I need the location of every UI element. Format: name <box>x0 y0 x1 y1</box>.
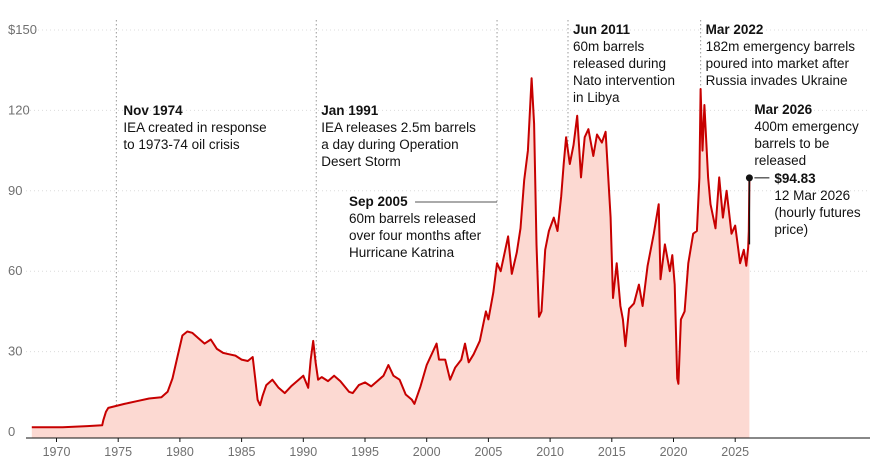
annotation-text: a day during Operation <box>321 137 458 152</box>
annotation-text: to 1973-74 oil crisis <box>123 137 240 152</box>
annotation-heading: Mar 2022 <box>706 22 764 37</box>
y-tick-label: $150 <box>8 22 37 37</box>
x-axis-ticks: 1970 1975 1980 1985 1990 1995 2000 2005 2010 2015… <box>43 438 749 459</box>
latest-price-marker <box>745 174 770 245</box>
annotation-text: 60m barrels released <box>349 211 476 226</box>
x-tick-label: 2020 <box>660 445 688 459</box>
annotation-text: poured into market after <box>706 56 850 71</box>
y-tick-label: 0 <box>8 424 15 439</box>
x-tick-label: 1985 <box>228 445 256 459</box>
latest-price-note: 12 Mar 2026 <box>774 188 850 203</box>
x-tick-label: 1970 <box>43 445 71 459</box>
x-tick-label: 2005 <box>474 445 502 459</box>
latest-price-value: $94.83 <box>774 171 816 186</box>
x-tick-label: 2025 <box>721 445 749 459</box>
y-axis-ticks: $150 120 90 60 30 0 <box>8 22 37 439</box>
annotation-text: released during <box>573 56 666 71</box>
latest-price-dot <box>745 174 753 182</box>
annotation-text: 182m emergency barrels <box>706 39 856 54</box>
y-tick-label: 30 <box>8 344 22 359</box>
price-area-fill <box>31 78 750 438</box>
y-tick-label: 60 <box>8 263 22 278</box>
y-gridlines <box>26 29 870 353</box>
annotation-text: Hurricane Katrina <box>349 245 455 260</box>
y-tick-label: 120 <box>8 102 30 117</box>
y-tick-label: 90 <box>8 183 22 198</box>
x-tick-label: 2010 <box>536 445 564 459</box>
annotation-text: barrels to be <box>754 136 829 151</box>
price-line <box>31 77 751 429</box>
annotation-heading: Jun 2011 <box>573 22 631 37</box>
annotation-text: Nato intervention <box>573 73 675 88</box>
annotation-nov-1974: Nov 1974 IEA created in response to 1973-7… <box>123 103 266 152</box>
annotation-text: 60m barrels <box>573 39 645 54</box>
x-tick-label: 1995 <box>351 445 379 459</box>
latest-price-note: (hourly futures <box>774 205 861 220</box>
x-tick-label: 1990 <box>289 445 317 459</box>
annotations: Nov 1974 IEA created in response to 1973-7… <box>123 22 861 260</box>
annotation-mar-2022: Mar 2022 182m emergency barrels poured int… <box>706 22 856 88</box>
annotation-text: Russia invades Ukraine <box>706 73 848 88</box>
annotation-text: Desert Storm <box>321 154 401 169</box>
x-tick-label: 2000 <box>413 445 441 459</box>
annotation-heading: Nov 1974 <box>123 103 183 118</box>
annotation-mar-2026: Mar 2026 400m emergency barrels to be relea… <box>754 102 859 168</box>
latest-price-label: $94.83 12 Mar 2026 (hourly futures price) <box>774 171 861 237</box>
annotation-heading: Jan 1991 <box>321 103 379 118</box>
annotation-text: over four months after <box>349 228 482 243</box>
annotation-heading: Mar 2026 <box>754 102 812 117</box>
x-tick-label: 1975 <box>104 445 132 459</box>
x-tick-label: 1980 <box>166 445 194 459</box>
annotation-text: IEA releases 2.5m barrels <box>321 120 476 135</box>
annotation-text: released <box>754 153 806 168</box>
annotation-jun-2011: Jun 2011 60m barrels released during Nato i… <box>573 22 675 105</box>
x-tick-label: 2015 <box>598 445 626 459</box>
annotation-heading: Sep 2005 <box>349 194 408 209</box>
annotation-sep-2005: Sep 2005 60m barrels released over four mo… <box>349 194 482 260</box>
annotation-text: 400m emergency <box>754 119 859 134</box>
annotation-text: in Libya <box>573 90 620 105</box>
annotation-text: IEA created in response <box>123 120 266 135</box>
annotation-jan-1991: Jan 1991 IEA releases 2.5m barrels a day d… <box>321 103 476 169</box>
latest-price-note: price) <box>774 222 808 237</box>
